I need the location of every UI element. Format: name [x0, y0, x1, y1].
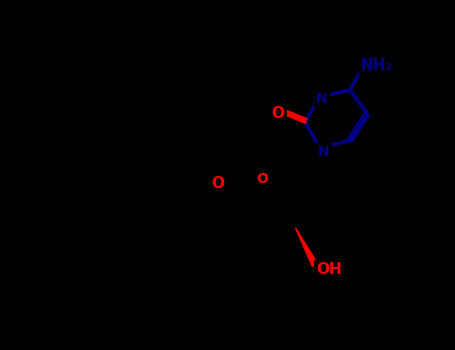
Polygon shape — [295, 228, 318, 266]
Text: OH: OH — [316, 262, 342, 278]
Text: NH₂: NH₂ — [361, 57, 393, 72]
Text: O: O — [272, 105, 284, 120]
Text: O: O — [212, 176, 224, 191]
Text: N: N — [316, 92, 328, 106]
Text: N: N — [318, 145, 330, 159]
Text: O: O — [256, 172, 268, 186]
